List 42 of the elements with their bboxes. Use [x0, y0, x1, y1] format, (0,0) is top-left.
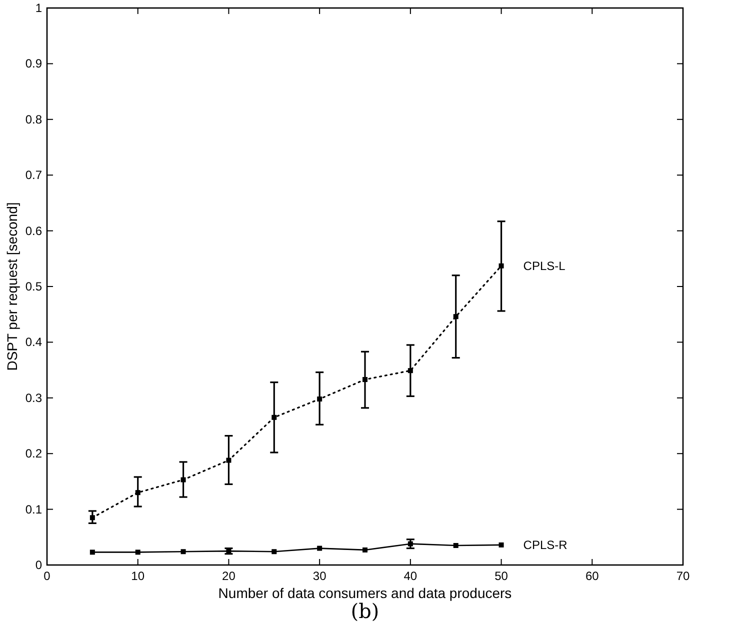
point: [498, 542, 504, 548]
point: [135, 550, 140, 555]
point: [408, 368, 413, 374]
y-tick-label: 0.6: [25, 224, 42, 238]
x-tick-label: 20: [222, 569, 236, 583]
y-tick-label: 0.9: [25, 56, 42, 71]
y-tick-label: 0.3: [25, 390, 42, 405]
x-tick-label: 50: [494, 569, 508, 583]
y-tick-label: 0.5: [25, 280, 42, 294]
point: [317, 546, 322, 551]
point: [180, 549, 186, 554]
y-tick-label: 1: [35, 1, 42, 15]
point: [362, 377, 368, 382]
point: [272, 414, 277, 420]
point: [272, 549, 277, 554]
y-tick-label: 0.7: [25, 168, 42, 182]
point: [453, 314, 458, 320]
point: [317, 396, 322, 402]
point: [362, 547, 368, 552]
point: [90, 515, 95, 520]
x-tick-label: 60: [585, 569, 600, 583]
x-tick-label: 30: [312, 569, 327, 583]
x-tick-label: 40: [404, 569, 418, 583]
y-tick-label: 0: [35, 558, 42, 572]
point: [135, 490, 140, 496]
y-axis-title: DSPT per request [second]: [4, 202, 20, 371]
y-tick-label: 0.8: [25, 112, 42, 126]
text: (b): [350, 599, 380, 623]
x-axis-title: Number of data consumers and data producers: [218, 585, 512, 601]
point: [90, 550, 95, 555]
point: [226, 458, 232, 463]
series-label: CPLS-R: [523, 538, 568, 552]
y-tick-label: 0.4: [25, 335, 42, 350]
x-tick-label: 0: [44, 569, 51, 583]
y-tick-label: 0.1: [25, 502, 42, 516]
series-label: CPLS-L: [523, 258, 566, 273]
point: [180, 477, 186, 482]
point: [453, 543, 458, 548]
y-tick-label: 0.2: [25, 446, 42, 461]
x-tick-label: 70: [676, 569, 690, 583]
x-tick-label: 10: [131, 569, 145, 583]
point: [498, 263, 504, 268]
